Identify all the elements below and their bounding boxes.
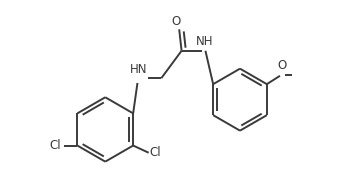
Text: HN: HN — [130, 63, 147, 76]
Text: O: O — [278, 59, 287, 72]
Text: O: O — [171, 15, 180, 28]
Text: Cl: Cl — [49, 139, 61, 152]
Text: NH: NH — [195, 35, 213, 48]
Text: Cl: Cl — [150, 146, 162, 159]
